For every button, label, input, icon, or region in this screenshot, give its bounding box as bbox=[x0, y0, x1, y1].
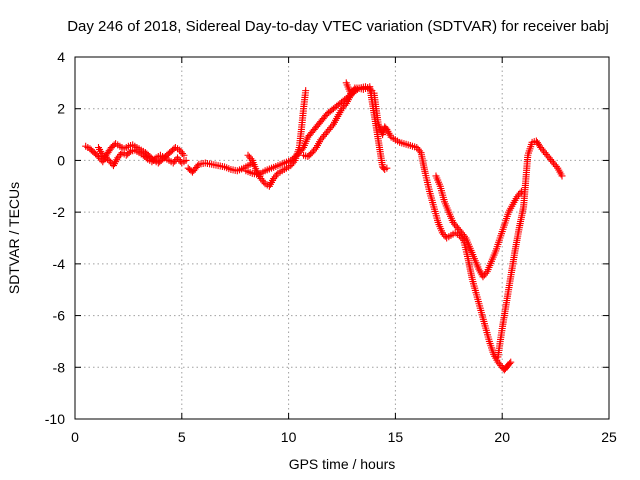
y-tick-label: -4 bbox=[53, 256, 66, 272]
data-point bbox=[179, 150, 187, 158]
series-track-g bbox=[432, 172, 525, 281]
series-track-b bbox=[184, 159, 256, 176]
data-points bbox=[82, 79, 566, 374]
x-axis-label: GPS time / hours bbox=[289, 456, 396, 472]
data-point bbox=[272, 171, 280, 179]
data-point bbox=[341, 101, 349, 109]
y-tick-label: 0 bbox=[57, 152, 65, 168]
data-point bbox=[125, 149, 133, 157]
series-track-h bbox=[494, 137, 566, 361]
series-track-a2 bbox=[94, 144, 190, 170]
y-tick-label: -2 bbox=[53, 204, 66, 220]
data-point bbox=[507, 358, 515, 366]
data-point bbox=[383, 164, 391, 172]
y-tick-label: -10 bbox=[45, 411, 65, 427]
series-track-f bbox=[370, 89, 515, 374]
y-tick-label: 4 bbox=[57, 49, 65, 65]
data-point bbox=[298, 145, 306, 153]
data-point bbox=[351, 85, 359, 93]
y-tick-label: 2 bbox=[57, 101, 65, 117]
data-point bbox=[558, 172, 566, 180]
data-point bbox=[302, 87, 310, 95]
data-point bbox=[516, 189, 524, 197]
data-point bbox=[182, 156, 190, 164]
x-tick-label: 20 bbox=[494, 429, 510, 445]
data-point bbox=[482, 269, 490, 277]
data-point bbox=[328, 122, 336, 130]
data-point bbox=[460, 232, 468, 240]
y-axis: -10 -8 -6 -4 -2 0 2 4 bbox=[45, 49, 609, 427]
series-track-e bbox=[300, 84, 359, 161]
series-track-i bbox=[342, 79, 391, 173]
data-point bbox=[260, 178, 268, 186]
data-point bbox=[104, 155, 112, 163]
data-point bbox=[151, 155, 159, 163]
data-point bbox=[142, 154, 150, 162]
x-tick-label: 25 bbox=[601, 429, 617, 445]
data-point bbox=[311, 145, 319, 153]
x-tick-label: 5 bbox=[178, 429, 186, 445]
plot-frame bbox=[74, 56, 610, 420]
data-point bbox=[180, 151, 188, 159]
y-tick-label: -6 bbox=[53, 308, 66, 324]
data-point bbox=[552, 162, 560, 170]
x-axis: 0 5 10 15 20 25 bbox=[71, 57, 617, 445]
data-point bbox=[247, 155, 255, 163]
data-point bbox=[506, 359, 514, 367]
x-tick-label: 15 bbox=[388, 429, 404, 445]
chart-title: Day 246 of 2018, Sidereal Day-to-day VTE… bbox=[67, 18, 609, 35]
y-tick-label: -8 bbox=[53, 359, 66, 375]
series-track-d bbox=[242, 83, 376, 179]
x-tick-label: 0 bbox=[71, 429, 79, 445]
y-axis-label: SDTVAR / TECUs bbox=[6, 182, 22, 294]
x-tick-label: 10 bbox=[281, 429, 297, 445]
data-point bbox=[416, 147, 424, 155]
